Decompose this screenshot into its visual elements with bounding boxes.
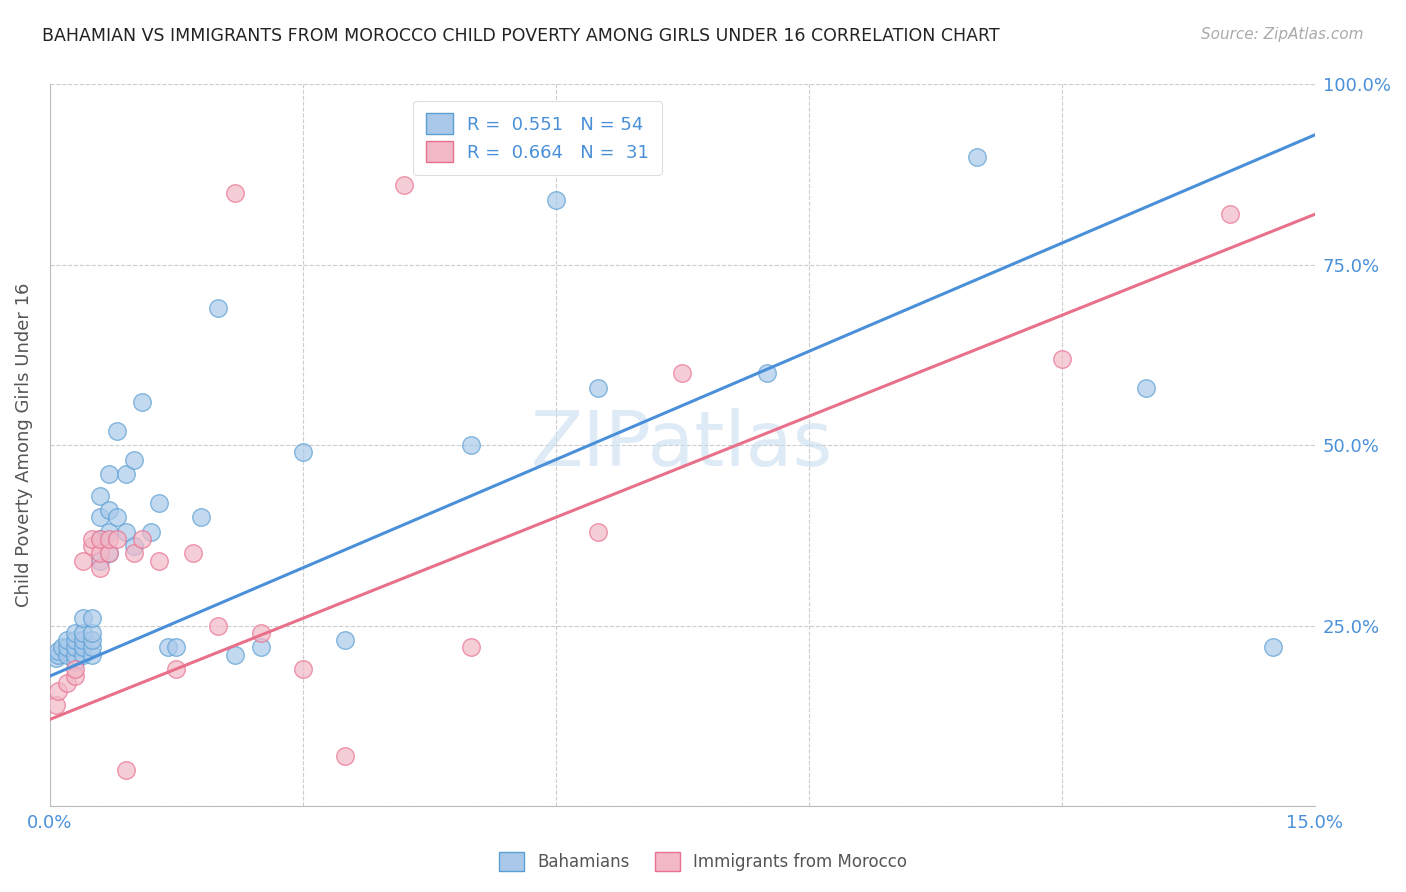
Point — [122, 452, 145, 467]
Point — [55, 676, 77, 690]
Point — [51, 640, 73, 655]
Legend: Bahamians, Immigrants from Morocco: Bahamians, Immigrants from Morocco — [491, 843, 915, 880]
Point — [89, 561, 111, 575]
Point — [1219, 207, 1241, 221]
Point — [72, 611, 94, 625]
Point — [131, 395, 153, 409]
Point — [55, 640, 77, 655]
Point — [80, 611, 103, 625]
Point — [148, 554, 170, 568]
Point — [80, 648, 103, 662]
Point — [63, 633, 86, 648]
Point — [586, 380, 609, 394]
Point — [55, 633, 77, 648]
Point — [333, 633, 356, 648]
Point — [80, 539, 103, 553]
Point — [89, 532, 111, 546]
Point — [46, 648, 69, 662]
Point — [72, 554, 94, 568]
Point — [105, 510, 128, 524]
Point — [190, 510, 212, 524]
Point — [224, 648, 246, 662]
Point — [671, 366, 693, 380]
Point — [80, 640, 103, 655]
Point — [755, 366, 778, 380]
Point — [249, 626, 271, 640]
Point — [89, 489, 111, 503]
Point — [165, 640, 187, 655]
Point — [97, 532, 120, 546]
Point — [460, 640, 482, 655]
Point — [165, 662, 187, 676]
Point — [97, 467, 120, 482]
Point — [105, 424, 128, 438]
Point — [80, 633, 103, 648]
Point — [207, 301, 229, 315]
Point — [46, 683, 69, 698]
Point — [249, 640, 271, 655]
Point — [156, 640, 179, 655]
Point — [114, 524, 136, 539]
Point — [89, 510, 111, 524]
Point — [97, 503, 120, 517]
Point — [72, 648, 94, 662]
Point — [89, 547, 111, 561]
Point — [122, 539, 145, 553]
Point — [207, 618, 229, 632]
Point — [46, 644, 69, 658]
Point — [1135, 380, 1157, 394]
Legend: R =  0.551   N = 54, R =  0.664   N =  31: R = 0.551 N = 54, R = 0.664 N = 31 — [413, 101, 662, 175]
Point — [139, 524, 162, 539]
Point — [114, 467, 136, 482]
Point — [63, 626, 86, 640]
Point — [1261, 640, 1284, 655]
Point — [72, 626, 94, 640]
Point — [105, 532, 128, 546]
Point — [460, 438, 482, 452]
Point — [80, 532, 103, 546]
Point — [97, 547, 120, 561]
Point — [148, 496, 170, 510]
Point — [55, 648, 77, 662]
Point — [122, 547, 145, 561]
Point — [72, 640, 94, 655]
Text: BAHAMIAN VS IMMIGRANTS FROM MOROCCO CHILD POVERTY AMONG GIRLS UNDER 16 CORRELATI: BAHAMIAN VS IMMIGRANTS FROM MOROCCO CHIL… — [42, 27, 1000, 45]
Point — [63, 648, 86, 662]
Point — [966, 150, 988, 164]
Point — [45, 698, 67, 712]
Text: Source: ZipAtlas.com: Source: ZipAtlas.com — [1201, 27, 1364, 42]
Point — [181, 547, 204, 561]
Point — [224, 186, 246, 200]
Point — [63, 662, 86, 676]
Point — [45, 651, 67, 665]
Point — [89, 532, 111, 546]
Point — [72, 633, 94, 648]
Text: ZIPatlas: ZIPatlas — [531, 409, 834, 483]
Point — [291, 445, 314, 459]
Y-axis label: Child Poverty Among Girls Under 16: Child Poverty Among Girls Under 16 — [15, 283, 32, 607]
Point — [80, 626, 103, 640]
Point — [1050, 351, 1073, 366]
Point — [97, 524, 120, 539]
Point — [63, 669, 86, 683]
Point — [97, 547, 120, 561]
Point — [63, 655, 86, 669]
Point — [392, 178, 415, 193]
Point — [131, 532, 153, 546]
Point — [291, 662, 314, 676]
Point — [544, 193, 567, 207]
Point — [63, 640, 86, 655]
Point — [114, 763, 136, 777]
Point — [586, 524, 609, 539]
Point — [89, 554, 111, 568]
Point — [333, 748, 356, 763]
